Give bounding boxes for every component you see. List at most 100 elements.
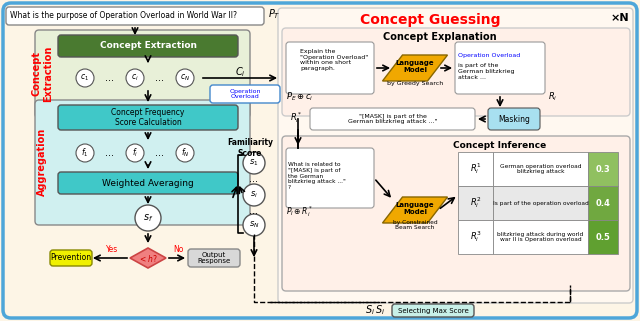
Text: 0.3: 0.3 — [596, 164, 611, 173]
Text: is part of the
German blitzkrieg
attack ...: is part of the German blitzkrieg attack … — [458, 63, 515, 80]
Text: Output
Response: Output Response — [197, 251, 230, 265]
Text: $P_T$: $P_T$ — [268, 7, 280, 21]
Text: Yes: Yes — [106, 245, 118, 254]
FancyBboxPatch shape — [188, 249, 240, 267]
Text: Concept Extraction: Concept Extraction — [99, 41, 196, 50]
FancyBboxPatch shape — [6, 7, 264, 25]
Text: $s_1$: $s_1$ — [249, 158, 259, 168]
Text: $P_E \oplus c_i$: $P_E \oplus c_i$ — [286, 91, 314, 103]
Text: $S_i$: $S_i$ — [365, 303, 375, 317]
Text: ...: ... — [106, 73, 115, 83]
Text: $C_i$: $C_i$ — [235, 65, 245, 79]
FancyBboxPatch shape — [455, 42, 545, 94]
Bar — [588, 220, 618, 254]
Text: $f_1$: $f_1$ — [81, 147, 89, 159]
FancyBboxPatch shape — [50, 250, 92, 266]
Circle shape — [76, 69, 94, 87]
Text: blitzkrieg attack during world
war II is Operation overload: blitzkrieg attack during world war II is… — [497, 231, 584, 242]
Text: Explain the
"Operation Overload"
within one short
paragraph.: Explain the "Operation Overload" within … — [300, 49, 368, 71]
Text: ×N: ×N — [611, 13, 629, 23]
Text: ...: ... — [250, 206, 259, 216]
Circle shape — [76, 144, 94, 162]
Circle shape — [126, 69, 144, 87]
Circle shape — [135, 205, 161, 231]
Text: $c_i$: $c_i$ — [131, 73, 139, 83]
Bar — [493, 220, 588, 254]
Text: Concept Inference: Concept Inference — [453, 141, 547, 150]
Text: $R_i^2$: $R_i^2$ — [470, 195, 481, 211]
Text: $s_i$: $s_i$ — [250, 190, 258, 200]
FancyBboxPatch shape — [278, 8, 633, 303]
Text: $R_i^1$: $R_i^1$ — [470, 161, 481, 177]
Text: Concept Frequency
Score Calculation: Concept Frequency Score Calculation — [111, 108, 185, 127]
Text: Weighted Averaging: Weighted Averaging — [102, 178, 194, 187]
FancyBboxPatch shape — [488, 108, 540, 130]
FancyBboxPatch shape — [392, 304, 474, 317]
Text: "[MASK] is part of the
German blitzkrieg attack ...": "[MASK] is part of the German blitzkrieg… — [348, 114, 438, 125]
Text: 0.4: 0.4 — [596, 198, 611, 207]
Text: $R_i^3$: $R_i^3$ — [470, 230, 481, 245]
FancyBboxPatch shape — [210, 85, 280, 103]
FancyBboxPatch shape — [282, 28, 630, 116]
Text: Aggregation: Aggregation — [37, 128, 47, 196]
Text: Concept Explanation: Concept Explanation — [383, 32, 497, 42]
Circle shape — [243, 214, 265, 236]
Text: Language
Model: Language Model — [396, 202, 435, 214]
Bar — [458, 152, 493, 186]
Text: $c_N$: $c_N$ — [180, 73, 190, 83]
Text: ...: ... — [106, 148, 115, 158]
Text: $c_1$: $c_1$ — [81, 73, 90, 83]
FancyBboxPatch shape — [3, 3, 637, 318]
Circle shape — [176, 69, 194, 87]
Text: ...: ... — [250, 174, 259, 184]
FancyBboxPatch shape — [310, 108, 475, 130]
Text: What is the purpose of Operation Overload in World War II?: What is the purpose of Operation Overloa… — [10, 12, 237, 21]
Polygon shape — [383, 197, 447, 223]
Text: Concept Guessing: Concept Guessing — [360, 13, 500, 27]
Bar — [588, 152, 618, 186]
FancyBboxPatch shape — [58, 105, 238, 130]
Text: by Constrained
Beam Search: by Constrained Beam Search — [393, 220, 437, 230]
Bar — [493, 186, 588, 220]
FancyBboxPatch shape — [35, 30, 250, 118]
Text: $f_N$: $f_N$ — [180, 147, 189, 159]
Text: $R_i$: $R_i$ — [548, 91, 557, 103]
Text: Operation Overload: Operation Overload — [458, 53, 520, 57]
Text: ...: ... — [156, 148, 164, 158]
Text: Concept
Extraction: Concept Extraction — [31, 46, 53, 102]
Text: $R_i^*$: $R_i^*$ — [290, 110, 303, 126]
Text: Language
Model: Language Model — [396, 59, 435, 73]
Circle shape — [243, 184, 265, 206]
Text: Operation
Overload: Operation Overload — [229, 89, 260, 100]
Text: 0.5: 0.5 — [596, 232, 611, 241]
FancyBboxPatch shape — [35, 100, 250, 225]
Text: No: No — [173, 245, 183, 254]
Bar — [458, 220, 493, 254]
Text: $S_i$: $S_i$ — [375, 303, 385, 317]
Text: $P_I \oplus R_i^*$: $P_I \oplus R_i^*$ — [286, 204, 314, 220]
Bar — [493, 152, 588, 186]
FancyBboxPatch shape — [282, 136, 630, 291]
Text: Prevention: Prevention — [51, 254, 92, 263]
Bar — [458, 186, 493, 220]
FancyBboxPatch shape — [286, 148, 374, 208]
Polygon shape — [130, 248, 166, 268]
Text: What is related to
"[MASK] is part of
the German
blitzkrieg attack ..."
?: What is related to "[MASK] is part of th… — [288, 162, 346, 190]
Text: Selecting Max Score: Selecting Max Score — [397, 308, 468, 314]
Text: $s_f$: $s_f$ — [143, 212, 153, 224]
FancyBboxPatch shape — [58, 172, 238, 194]
Text: $< h?$: $< h?$ — [138, 253, 158, 264]
FancyBboxPatch shape — [58, 35, 238, 57]
Text: $s_N$: $s_N$ — [249, 220, 259, 230]
Text: by Greedy Search: by Greedy Search — [387, 81, 443, 85]
FancyBboxPatch shape — [286, 42, 374, 94]
Text: Familiarity
Score: Familiarity Score — [227, 138, 273, 158]
Text: Is part of the operation overload: Is part of the operation overload — [493, 201, 588, 205]
Text: German operation overload
blitzkrieg attack: German operation overload blitzkrieg att… — [500, 164, 581, 174]
Circle shape — [243, 152, 265, 174]
Polygon shape — [383, 55, 447, 81]
Text: ...: ... — [156, 73, 164, 83]
Text: Masking: Masking — [498, 115, 530, 124]
Circle shape — [176, 144, 194, 162]
Text: $f_i$: $f_i$ — [132, 147, 138, 159]
